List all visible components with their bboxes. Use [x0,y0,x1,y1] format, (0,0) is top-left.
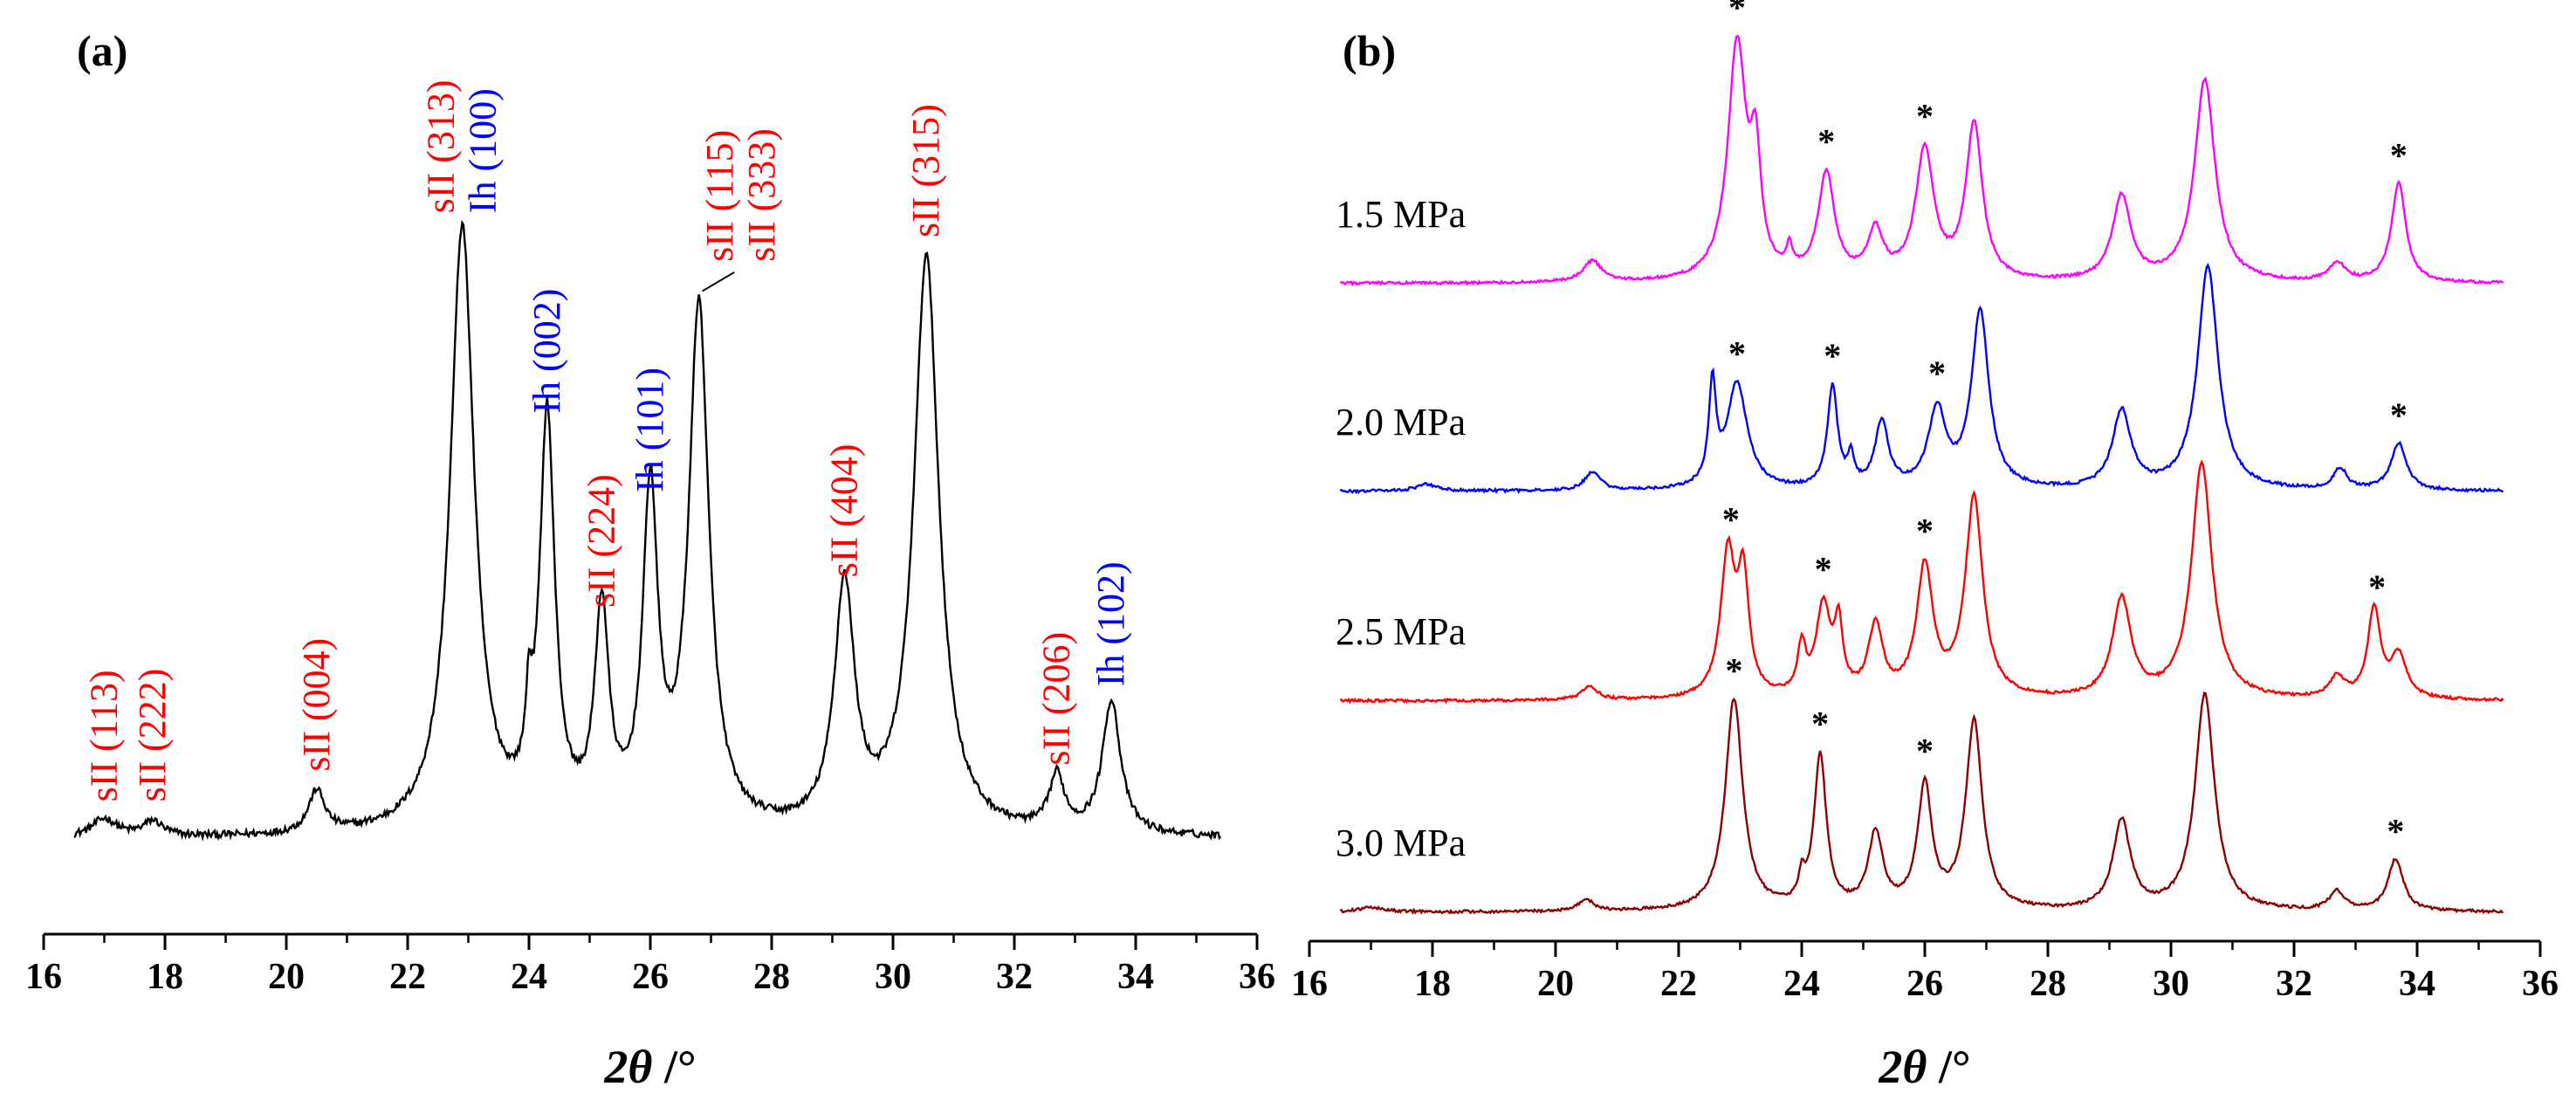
panel-b-label: (b) [1343,26,1396,75]
panel-a-x-axis-title: 2θ /° [603,1041,696,1093]
panel-b-series-curve [1339,691,2504,915]
panel-b-pressure-label: 1.5 MPa [1336,193,1466,236]
panel-b-asterisk-marker: * [2368,567,2386,607]
panel-a-peak-annotations: sII (113) sII (222) sII (004)sII (313) Ih (… [83,79,1133,801]
panel-a-peak-annotation: sII (315) [904,104,947,237]
panel-a-tick-label: 16 [25,957,62,997]
panel-a-tick-label: 20 [268,957,305,997]
panel-a-tick-label: 34 [1117,957,1154,997]
panel-b-tick-label: 22 [1660,964,1697,1004]
panel-b-tick-label: 20 [1537,964,1574,1004]
panel-b-asterisk-marker: * [1817,121,1835,161]
panel-b-tick-label: 16 [1291,964,1328,1004]
panel-b-x-axis-symbol: 2θ [1878,1041,1927,1093]
panel-b-tick-label: 36 [2522,964,2559,1004]
panel-a-x-ticks: 16 18 20 22 24 26 28 30 32 34 36 [25,934,1275,997]
panel-b-asterisk-marker: * [1811,705,1829,744]
panel-a-peak-annotation: sII (115) [698,130,741,262]
panel-b-x-axis-title: 2θ /° [1878,1041,1970,1093]
panel-a-label: (a) [77,26,127,75]
panel-b-asterisk-marker: * [1916,97,1934,136]
panel-a-peak-annotation: sII (222) [131,669,174,802]
panel-a-pattern-curve [73,219,1222,842]
panel-b-series-curve [1339,459,2504,705]
panel-a-tick-label: 30 [875,957,911,997]
panel-b-tick-label: 26 [1906,964,1943,1004]
panel-a-peak-annotation: Ih (102) [1089,561,1132,686]
panel-a-x-axis-symbol: 2θ [603,1041,652,1093]
panel-b-asterisk-marker: * [2390,136,2408,175]
panel-a-tick-label: 26 [632,957,669,997]
panel-a-peak-annotation: Ih (100) [462,88,505,213]
panel-b-asterisk-marker: * [2387,812,2404,851]
panel-a-tick-label: 24 [511,957,547,997]
panel-a-tick-label: 18 [147,957,183,997]
panel-b-series-curve [1339,262,2504,495]
panel-a-tick-label: 28 [753,957,790,997]
panel-b: (b) 1.5 MPa * * * * 2.0 MPa * * * * 2.5 MPa * * * * 3.0… [1291,0,2559,1093]
panel-a-peak-annotation: sII (004) [295,638,338,772]
panel-a-tick-label: 32 [996,957,1033,997]
panel-b-pressure-label: 2.5 MPa [1336,610,1466,653]
panel-b-x-ticks: 16 18 20 22 24 26 28 30 32 34 36 [1291,941,2559,1004]
panel-a-peak-annotation: sII (224) [580,474,622,608]
panel-b-pressure-label: 3.0 MPa [1336,822,1466,864]
panel-b-asterisk-marker: * [1725,650,1742,690]
panel-b-tick-label: 34 [2399,964,2435,1004]
panel-b-asterisk-marker: * [1916,512,1934,551]
panel-a-peak-annotation: sII (404) [822,444,865,577]
panel-b-tick-label: 30 [2153,964,2189,1004]
panel-a-tick-label: 36 [1239,957,1275,997]
panel-b-asterisk-marker: * [1728,334,1746,373]
panel-b-tick-label: 24 [1783,964,1820,1004]
panel-a-peak-annotation: sII (113) [83,670,126,801]
panel-b-asterisk-marker: * [2390,395,2408,435]
panel-a-peak-annotation: Ih (101) [629,368,671,492]
panel-a-peak-annotation: Ih (002) [526,289,568,414]
panel-b-tick-label: 28 [2030,964,2066,1004]
panel-a: (a) sII (113) sII (222) sII (004) sII (313)… [25,26,1275,1093]
panel-b-tick-label: 32 [2276,964,2312,1004]
panel-b-asterisk-marker: * [1824,336,1841,375]
panel-b-asterisk-marker: * [1916,731,1934,770]
panel-a-peak-annotation: sII (313) [420,79,463,213]
panel-b-asterisk-marker: * [1728,0,1746,27]
panel-b-tick-label: 18 [1414,964,1451,1004]
panel-a-peak-annotation: sII (333) [740,128,783,262]
panel-b-series-group: 1.5 MPa * * * * 2.0 MPa * * * * 2.5 MPa * * * * 3.0 MPa… [1336,0,2504,915]
panel-b-pressure-label: 2.0 MPa [1336,401,1466,444]
panel-a-peak-annotation: sII (206) [1035,632,1078,766]
panel-b-asterisk-marker: * [1928,354,1946,393]
panel-b-series-curve [1339,34,2504,287]
panel-b-asterisk-marker: * [1722,499,1740,539]
panel-a-x-axis-unit: /° [652,1041,696,1093]
panel-a-tick-label: 22 [389,957,426,997]
panel-b-asterisk-marker: * [1815,549,1832,588]
panel-b-x-axis-unit: /° [1927,1041,1970,1093]
panel-a-leader-line [702,271,735,292]
